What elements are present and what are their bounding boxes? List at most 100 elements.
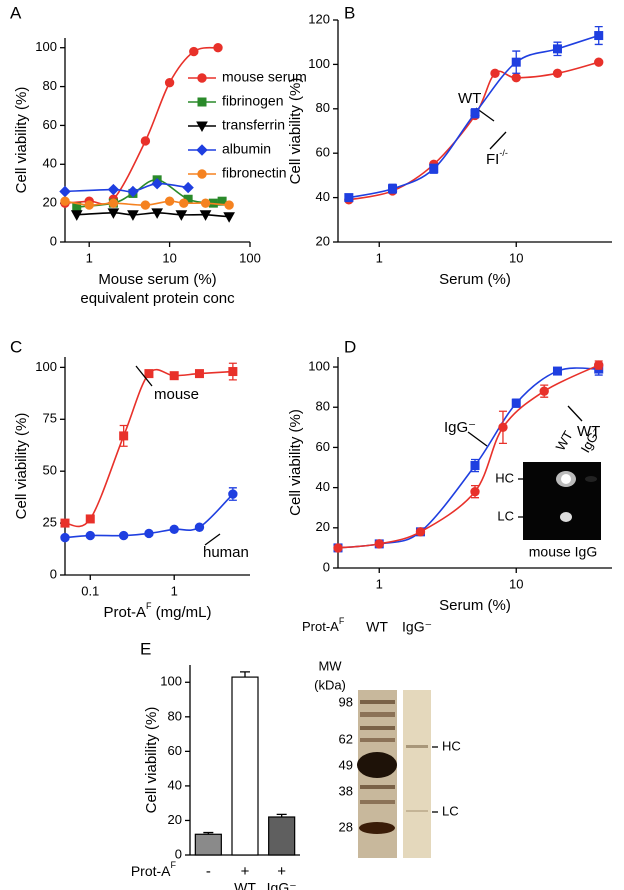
marker [594,360,604,370]
marker [107,183,120,196]
marker [194,522,205,532]
series-label: human [203,544,249,561]
bar [194,833,222,856]
x-tick-label: - [206,863,211,880]
marker [169,524,179,535]
series-label-text: WT [577,423,600,440]
x-tick-label: + [241,863,250,880]
lane-label: WT [366,619,388,635]
x-axis-label-text: Mouse serum (%) [98,271,216,288]
gel-band [359,822,395,834]
y-axis-label: Cell viability (%) [287,409,304,516]
marker [498,422,508,433]
series-label: WT [577,423,600,440]
panel: D 0 20 40 60 80 100 Cell viability (%) 1 10 Serum … [287,337,612,614]
gel-band [360,738,395,742]
gel-lane [403,690,431,858]
y-tick-label: 100 [35,39,57,54]
y-tick-label: 100 [160,674,182,689]
y-tick-label: 0 [50,566,57,581]
series-label-text: human [203,544,249,561]
lane-label: IgG⁻ [402,619,432,635]
lane-label: WT [553,428,576,453]
y-tick-label: 60 [43,117,57,132]
marker [194,369,204,379]
series-label: FI-/- [486,148,508,168]
x-axis-label: Serum (%) [439,271,511,288]
marker [224,200,234,210]
mw-label: 38 [339,783,353,798]
marker [127,210,139,221]
marker [228,489,238,499]
y-tick-label: 40 [43,156,57,171]
y-tick-label: 80 [168,708,182,723]
bar [268,816,296,856]
marker [197,73,207,83]
fit-line [348,61,599,201]
x-axis-label-text: Prot-A [103,604,146,621]
series-label: IgG⁻ [444,419,476,436]
marker [552,44,562,54]
fit-line [64,182,189,193]
x-axis-label: Prot-AF (mg/mL) [103,601,211,621]
marker [169,371,179,381]
marker [539,386,549,396]
mw-unit: (kDa) [314,677,346,692]
series-label: mouse [154,386,199,403]
marker [118,530,129,541]
marker [85,530,95,541]
marker [344,193,354,203]
marker [59,185,71,198]
x-tick-label: 0.1 [81,583,99,598]
x-tick-label: 100 [239,250,261,265]
panel: A 0 20 40 60 80 100 Cell viability (%) 1 10 100 Mou… [10,3,307,306]
marker [164,196,175,206]
gel-band [406,745,428,748]
y-tick-label: 100 [35,359,57,374]
x-tick-sublabel: IgG⁻ [267,880,297,890]
marker [196,121,208,133]
marker [213,43,223,53]
marker [127,185,139,198]
y-axis-label: Cell viability (%) [13,413,30,520]
leader-line [135,365,153,387]
gel-band [360,785,395,789]
x-axis-label-2: equivalent protein conc [80,290,235,307]
marker [108,198,119,208]
x-axis-label-text: Serum (%) [439,597,511,614]
y-tick-label: 75 [43,411,57,426]
gel-band [360,800,395,804]
y-tick-label: 40 [316,189,330,204]
marker [470,486,480,497]
y-tick-label: 60 [316,145,330,160]
y-axis-label: Cell viability (%) [287,78,304,185]
x-axis-label: Serum (%) [439,597,511,614]
leader-line [567,405,583,422]
x-axis-label-text: Serum (%) [439,271,511,288]
x-tick-label: 1 [376,250,383,265]
x-tick-label: 10 [509,250,523,265]
error-bar [240,671,250,678]
gel-band [360,726,395,730]
y-tick-label: 80 [316,100,330,115]
gel-band [357,752,397,778]
gel-header-text: Prot-A [302,619,339,634]
mw-label: 49 [339,757,353,772]
gel-header-sup: F [339,616,345,626]
marker [107,208,120,219]
marker [490,68,500,78]
marker [511,57,521,67]
leader-line [467,431,488,447]
marker [60,532,70,543]
marker [140,136,151,146]
marker [388,184,398,194]
bar [231,676,259,856]
panel-letter: D [344,337,356,356]
marker [511,73,521,83]
y-tick-label: 25 [43,515,57,530]
y-tick-label: 60 [168,743,182,758]
marker [144,369,154,379]
series-label: WT [458,90,481,107]
marker [151,208,163,219]
